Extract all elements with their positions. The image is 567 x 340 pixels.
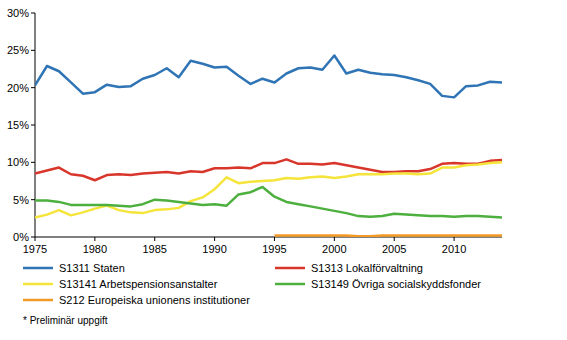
x-tick-label: 2000 [322,243,346,255]
chart: 0% 5% 10% 15% 20% 25% 30% 1975 1980 1985 1990 1995 2… [0,0,567,340]
legend-label: S212 Europeiska unionens institutioner [59,294,250,306]
x-tick [214,237,215,241]
x-tick [394,237,395,241]
y-tick-label: 0% [13,231,29,243]
x-axis-line [35,237,502,238]
legend-label: S1311 Staten [59,262,125,274]
series-line [35,159,502,180]
series-line [274,234,502,237]
series-line [35,56,502,98]
x-tick-label: 1975 [23,243,47,255]
y-axis-line [35,13,36,237]
y-tick [31,199,35,200]
y-tick-label: 15% [7,119,29,131]
legend-swatch [275,283,305,286]
x-tick [35,237,36,241]
x-tick-label: 1990 [202,243,226,255]
y-tick-label: 10% [7,156,29,168]
legend-label: S1313 Lokalförvaltning [311,262,423,274]
legend-swatch [23,267,53,270]
y-tick-label: 5% [13,194,29,206]
x-tick-label: 1995 [262,243,286,255]
x-tick [274,237,275,241]
x-tick-label: 2010 [442,243,466,255]
x-tick [334,237,335,241]
x-tick-label: 1980 [83,243,107,255]
x-tick-label: 2005 [382,243,406,255]
y-tick [31,50,35,51]
legend-swatch [23,299,53,302]
legend-swatch [275,267,305,270]
y-tick [31,237,35,238]
y-tick [31,13,35,14]
legend-swatch [23,283,53,286]
legend-label: S13149 Övriga socialskyddsfonder [311,278,481,290]
series-line [35,187,502,218]
series-line [35,162,502,217]
x-tick [454,237,455,241]
y-tick-label: 25% [7,44,29,56]
y-tick-label: 20% [7,82,29,94]
x-tick-label: 1985 [143,243,167,255]
y-tick [31,162,35,163]
y-tick [31,87,35,88]
y-tick [31,125,35,126]
y-tick-label: 30% [7,7,29,19]
footnote: * Preliminär uppgift [23,315,108,326]
legend-label: S13141 Arbetspensionsanstalter [59,278,218,290]
plot-area [35,56,502,237]
x-tick [154,237,155,241]
x-tick [94,237,95,241]
